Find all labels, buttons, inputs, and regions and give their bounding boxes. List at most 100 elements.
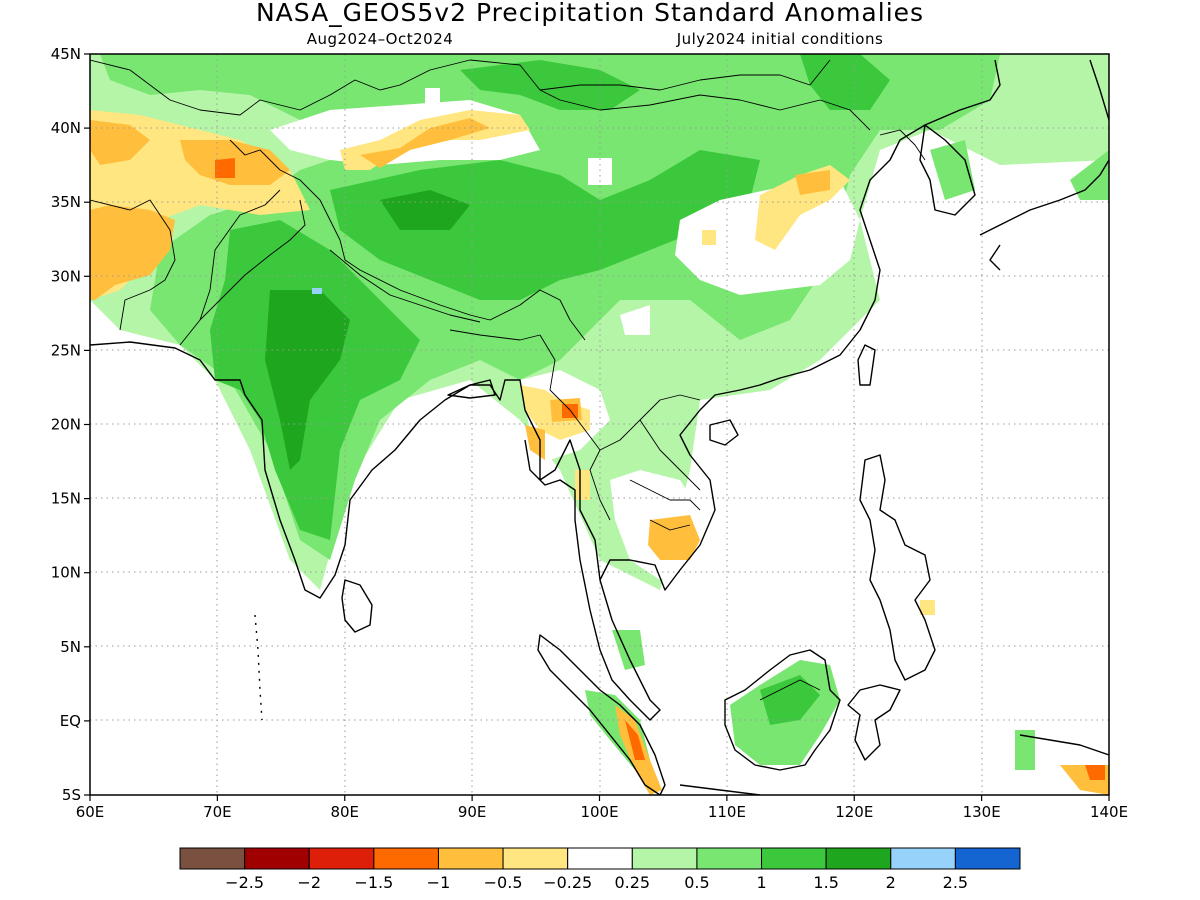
anomaly-negative-north-band-core	[360, 118, 490, 168]
lat-tick-label: 25N	[51, 341, 81, 359]
coastline-korea	[919, 124, 976, 216]
lat-tick-label: EQ	[60, 712, 81, 730]
coastline-borneo	[724, 649, 841, 771]
colorbar-label: −0.5	[484, 873, 523, 892]
colorbar-label: 1.5	[813, 873, 838, 892]
colorbar-label: 1	[756, 873, 766, 892]
anomaly-negative-new-guinea-core	[1085, 765, 1105, 780]
anomaly-negative-tibet-spot	[702, 230, 716, 245]
anomaly-negative-afghanistan	[90, 120, 150, 165]
lat-tick-label: 40N	[51, 119, 81, 137]
anomaly-negative-pamir-core	[215, 158, 235, 178]
colorbar-label: −1	[427, 873, 451, 892]
coastline-south-asia	[90, 341, 661, 721]
lon-tick-label: 130E	[963, 803, 1001, 821]
colorbar-swatch	[567, 847, 633, 870]
anomaly-negative-myanmar-peak	[562, 404, 578, 418]
lat-tick-label: 20N	[51, 416, 81, 434]
figure-title: NASA_GEOS5v2 Precipitation Standard Anom…	[256, 0, 924, 27]
colorbar-label: 0.25	[614, 873, 650, 892]
anomaly-positive-strongest-india	[265, 290, 350, 470]
lon-tick-label: 110E	[708, 803, 746, 821]
coastline-sri-lanka	[341, 579, 373, 633]
colorbar-swatch	[954, 847, 1021, 870]
colorbar-label: 0.5	[684, 873, 709, 892]
colorbar: −2.5 −2 −1.5 −1 −0.5 −0.25 0.25 0.5 1 1.5 2 2.5	[179, 847, 1021, 892]
colorbar-label: −2	[297, 873, 321, 892]
colorbar-label: 2.5	[943, 873, 968, 892]
lat-tick-label: 5S	[62, 786, 81, 804]
lon-tick-label: 60E	[76, 803, 105, 821]
anomaly-positive-strongest-tibet	[380, 190, 470, 230]
border-myanmar-thailand-laos	[539, 334, 701, 521]
anomaly-neutral-north-spot	[425, 88, 440, 104]
colorbar-swatch	[437, 847, 504, 870]
anomaly-positive-strong-north	[460, 60, 640, 110]
forecast-period: Aug2024–Oct2024	[307, 30, 454, 48]
anomaly-positive-tibet-lake	[312, 288, 322, 294]
border-china-west	[229, 139, 586, 341]
country-borders	[90, 59, 926, 701]
border-china-korea	[879, 129, 926, 161]
lon-tick-label: 80E	[330, 803, 359, 821]
coastline-hainan	[709, 419, 739, 446]
lon-tick-label: 140E	[1090, 803, 1128, 821]
anomaly-negative-philippines-spot	[920, 600, 935, 615]
colorbar-label: −0.25	[543, 873, 592, 892]
coastline-maldives	[254, 614, 263, 721]
longitude-axis: 60E 70E 80E 90E 100E 110E 120E 130E 140E	[76, 795, 1128, 821]
anomaly-negative-iran	[90, 205, 175, 300]
colorbar-swatch	[244, 847, 310, 870]
lat-tick-label: 5N	[60, 638, 81, 656]
colorbar-swatch	[179, 847, 246, 870]
lon-tick-label: 100E	[580, 803, 618, 821]
anomaly-negative-east-china-core	[795, 170, 830, 195]
anomaly-positive-japan	[1070, 150, 1109, 200]
coastline-new-guinea	[1019, 734, 1109, 756]
coastline-philippines	[859, 454, 936, 681]
lon-tick-label: 70E	[203, 803, 232, 821]
colorbar-swatch	[825, 847, 892, 870]
coastline-sulawesi	[847, 684, 901, 761]
colorbar-swatch	[373, 847, 439, 870]
coastline-bay-delta	[447, 379, 496, 399]
colorbar-swatch	[890, 847, 956, 870]
lat-tick-label: 10N	[51, 564, 81, 582]
anomaly-positive-korea	[930, 140, 975, 200]
border-india-nepal-bhutan	[329, 249, 541, 341]
anomaly-negative-thailand-spot	[575, 470, 590, 500]
lat-tick-label: 30N	[51, 267, 81, 285]
coastline-indochina	[599, 59, 1001, 591]
colorbar-label: 2	[886, 873, 896, 892]
border-central-asia	[90, 59, 831, 116]
colorbar-swatch	[502, 847, 569, 870]
lat-tick-label: 45N	[51, 45, 81, 63]
coastline-taiwan	[857, 344, 876, 386]
colorbar-label: −1.5	[354, 873, 393, 892]
anomaly-neutral-southchina-spot	[620, 305, 650, 335]
anomaly-positive-new-guinea	[1015, 730, 1035, 770]
coastline-sumatra	[537, 634, 666, 795]
border-mongolia-china	[539, 89, 871, 131]
anomaly-neutral-tibet-spot	[588, 158, 612, 185]
coastline-java	[679, 784, 761, 795]
colorbar-label: −2.5	[225, 873, 264, 892]
lon-tick-label: 90E	[458, 803, 487, 821]
coastlines	[90, 59, 1109, 795]
coastline-japan	[979, 59, 1109, 271]
anomaly-negative-sumatra-core	[625, 720, 645, 760]
anomaly-positive-strong-tibet	[330, 150, 760, 300]
anomaly-positive-strong-northeast	[800, 54, 890, 110]
anomaly-positive-borneo-strong	[760, 675, 820, 725]
initial-conditions: July2024 initial conditions	[676, 30, 884, 48]
anomaly-negative-cambodia	[648, 515, 700, 560]
border-vietnam-cambodia	[629, 479, 701, 531]
colorbar-swatch	[308, 847, 375, 870]
border-borneo	[759, 679, 821, 701]
border-india-pakistan	[199, 199, 306, 321]
latitude-axis: 45N 40N 35N 30N 25N 20N 15N 10N 5N EQ 5S	[51, 45, 90, 804]
lat-tick-label: 35N	[51, 193, 81, 211]
lon-tick-label: 120E	[835, 803, 873, 821]
lat-tick-label: 15N	[51, 490, 81, 508]
